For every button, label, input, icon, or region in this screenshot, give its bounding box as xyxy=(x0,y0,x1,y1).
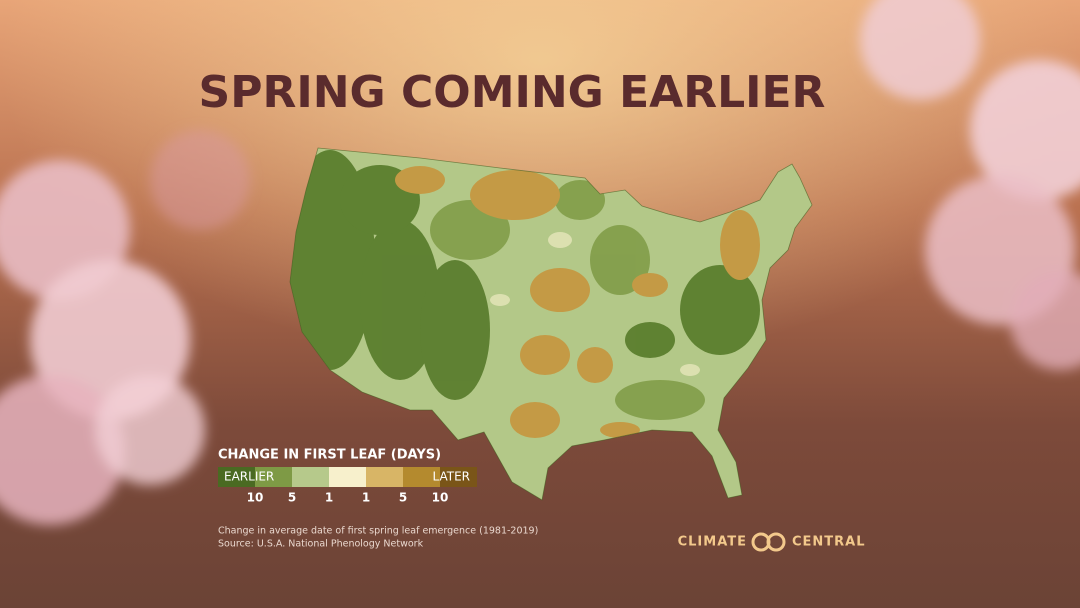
legend-earlier: EARLIER xyxy=(224,470,274,484)
legend-later: LATER xyxy=(433,470,471,484)
title: SPRING COMING EARLIER xyxy=(199,67,826,118)
legend-bar xyxy=(218,467,477,487)
footnote: Change in average date of first spring l… xyxy=(218,526,538,537)
logo-mark xyxy=(751,532,786,552)
legend-swatch xyxy=(440,467,477,487)
legend-tick-label: 1 xyxy=(325,491,333,505)
legend-tick-label: 1 xyxy=(362,491,370,505)
legend-swatch xyxy=(218,467,255,487)
legend-tick-label: 5 xyxy=(288,491,296,505)
blossoms-left xyxy=(0,130,250,525)
source: Source: U.S.A. National Phenology Networ… xyxy=(218,539,424,550)
legend-ticks: 10 5 1 1 5 10 xyxy=(247,491,449,505)
legend-swatch xyxy=(329,467,366,487)
logo-left: CLIMATE xyxy=(678,535,747,550)
legend-title: CHANGE IN FIRST LEAF (DAYS) xyxy=(218,448,441,463)
legend-tick-label: 10 xyxy=(247,491,264,505)
logo-right: CENTRAL xyxy=(792,535,866,550)
legend-swatch xyxy=(255,467,292,487)
legend-swatch xyxy=(403,467,440,487)
blossoms-right xyxy=(860,0,1080,370)
legend-tick-label: 10 xyxy=(432,491,449,505)
legend-swatch xyxy=(366,467,403,487)
legend-tick-label: 5 xyxy=(399,491,407,505)
legend-swatch xyxy=(292,467,329,487)
